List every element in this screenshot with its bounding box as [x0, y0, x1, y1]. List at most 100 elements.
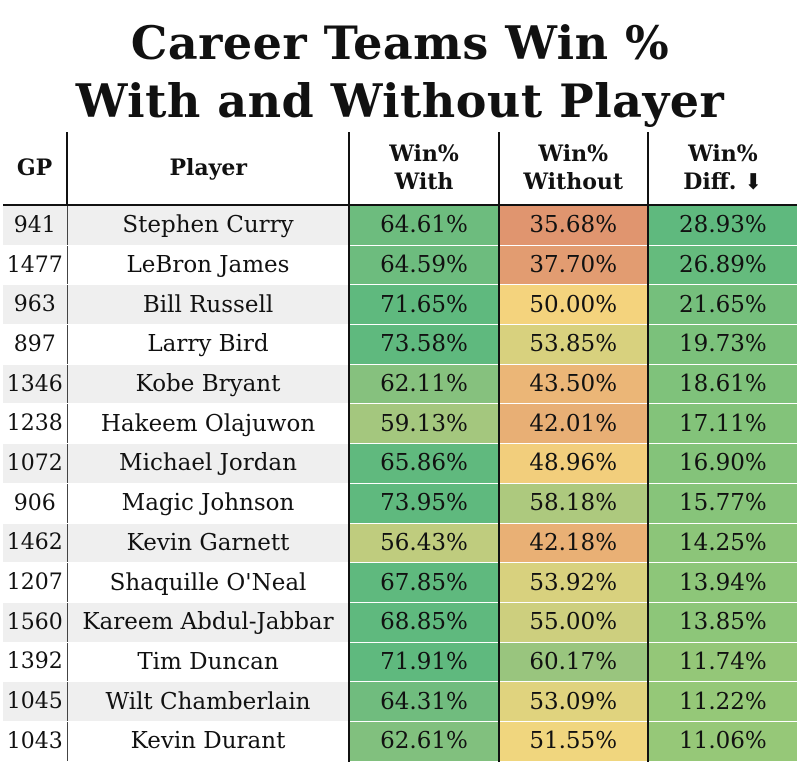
header-win-without: Win% Without — [498, 132, 649, 206]
win-without-cell: 53.92% — [498, 562, 649, 603]
title-line-2: With and Without Player — [75, 74, 725, 128]
win-with-cell: 71.65% — [349, 284, 500, 326]
win-with-cell: 65.86% — [349, 443, 500, 484]
header-win-with: Win% With — [349, 132, 500, 206]
win-with-cell: 59.13% — [349, 403, 500, 445]
win-without-cell: 58.18% — [498, 483, 649, 524]
win-diff-cell: 18.61% — [647, 364, 797, 405]
table-row: 1477 LeBron James 64.59% 37.70% 26.89% — [3, 245, 797, 286]
gp-cell: 1045 — [3, 681, 68, 722]
player-cell: Wilt Chamberlain — [67, 681, 351, 722]
header-player: Player — [67, 132, 351, 206]
win-without-cell: 51.55% — [498, 721, 649, 762]
win-diff-cell: 13.94% — [647, 562, 797, 603]
table-row: 1392 Tim Duncan 71.91% 60.17% 11.74% — [3, 642, 797, 683]
table-row: 1238 Hakeem Olajuwon 59.13% 42.01% 17.11% — [3, 403, 797, 445]
table-row: 897 Larry Bird 73.58% 53.85% 19.73% — [3, 324, 797, 365]
win-with-cell: 64.59% — [349, 245, 500, 286]
header-win-with-line1: Win% — [389, 141, 459, 167]
win-diff-cell: 21.65% — [647, 284, 797, 326]
player-cell: Kevin Durant — [67, 721, 351, 762]
gp-cell: 1346 — [3, 364, 68, 405]
header-gp: GP — [3, 132, 69, 206]
gp-cell: 941 — [3, 205, 68, 246]
win-without-cell: 53.09% — [498, 681, 649, 722]
win-without-cell: 35.68% — [498, 205, 649, 246]
player-cell: Magic Johnson — [67, 483, 351, 524]
player-cell: Tim Duncan — [67, 642, 351, 683]
player-cell: Kevin Garnett — [67, 523, 351, 564]
table-row: 1072 Michael Jordan 65.86% 48.96% 16.90% — [3, 443, 797, 484]
win-without-cell: 42.01% — [498, 403, 649, 445]
win-diff-cell: 15.77% — [647, 483, 797, 524]
win-with-cell: 68.85% — [349, 602, 500, 643]
win-with-cell: 64.61% — [349, 205, 500, 246]
player-cell: Hakeem Olajuwon — [67, 403, 351, 445]
player-cell: Michael Jordan — [67, 443, 351, 484]
gp-cell: 1207 — [3, 562, 68, 603]
win-diff-cell: 17.11% — [647, 403, 797, 445]
table-row: 1462 Kevin Garnett 56.43% 42.18% 14.25% — [3, 523, 797, 564]
win-with-cell: 67.85% — [349, 562, 500, 603]
win-without-cell: 55.00% — [498, 602, 649, 643]
win-without-cell: 50.00% — [498, 284, 649, 326]
win-without-cell: 53.85% — [498, 324, 649, 365]
win-with-cell: 62.11% — [349, 364, 500, 405]
chart-title: Career Teams Win % With and Without Play… — [0, 0, 800, 132]
win-diff-cell: 14.25% — [647, 523, 797, 564]
header-row: GP Player Win% With Win% Without Win% Di… — [3, 132, 797, 206]
win-with-cell: 71.91% — [349, 642, 500, 683]
gp-cell: 1477 — [3, 245, 68, 286]
table-row: 906 Magic Johnson 73.95% 58.18% 15.77% — [3, 483, 797, 524]
player-cell: LeBron James — [67, 245, 351, 286]
table-row: 963 Bill Russell 71.65% 50.00% 21.65% — [3, 284, 797, 326]
gp-cell: 1560 — [3, 602, 68, 643]
table-row: 1560 Kareem Abdul-Jabbar 68.85% 55.00% 13.85… — [3, 602, 797, 643]
player-cell: Stephen Curry — [67, 205, 351, 246]
header-win-without-line2: Without — [523, 169, 624, 195]
header-win-diff-line1: Win% — [688, 141, 758, 167]
win-diff-cell: 13.85% — [647, 602, 797, 643]
gp-cell: 1043 — [3, 721, 68, 762]
win-with-cell: 62.61% — [349, 721, 500, 762]
win-without-cell: 37.70% — [498, 245, 649, 286]
gp-cell: 1072 — [3, 443, 68, 484]
win-diff-cell: 16.90% — [647, 443, 797, 484]
win-with-cell: 73.95% — [349, 483, 500, 524]
win-with-cell: 64.31% — [349, 681, 500, 722]
header-win-diff-line2: Diff. ⬇ — [683, 169, 763, 195]
gp-cell: 897 — [3, 324, 68, 365]
win-with-cell: 56.43% — [349, 523, 500, 564]
table-row: 1346 Kobe Bryant 62.11% 43.50% 18.61% — [3, 364, 797, 405]
win-without-cell: 60.17% — [498, 642, 649, 683]
gp-cell: 1238 — [3, 403, 68, 445]
win-without-cell: 43.50% — [498, 364, 649, 405]
player-cell: Shaquille O'Neal — [67, 562, 351, 603]
gp-cell: 963 — [3, 284, 68, 326]
gp-cell: 906 — [3, 483, 68, 524]
gp-cell: 1392 — [3, 642, 68, 683]
player-cell: Kareem Abdul-Jabbar — [67, 602, 351, 643]
win-without-cell: 48.96% — [498, 443, 649, 484]
win-diff-cell: 28.93% — [647, 205, 797, 246]
table-row: 1043 Kevin Durant 62.61% 51.55% 11.06% — [3, 721, 797, 762]
win-without-cell: 42.18% — [498, 523, 649, 564]
title-line-1: Career Teams Win % — [130, 16, 670, 70]
table-row: 1045 Wilt Chamberlain 64.31% 53.09% 11.22% — [3, 681, 797, 722]
win-with-cell: 73.58% — [349, 324, 500, 365]
win-diff-cell: 26.89% — [647, 245, 797, 286]
header-win-diff: Win% Diff. ⬇ — [647, 132, 797, 206]
win-diff-cell: 11.22% — [647, 681, 797, 722]
player-cell: Larry Bird — [67, 324, 351, 365]
win-diff-cell: 19.73% — [647, 324, 797, 365]
table-row: 941 Stephen Curry 64.61% 35.68% 28.93% — [3, 205, 797, 246]
win-diff-cell: 11.74% — [647, 642, 797, 683]
table-row: 1207 Shaquille O'Neal 67.85% 53.92% 13.94% — [3, 562, 797, 603]
win-diff-cell: 11.06% — [647, 721, 797, 762]
header-win-without-line1: Win% — [538, 141, 608, 167]
win-pct-table: GP Player Win% With Win% Without Win% Di… — [3, 132, 797, 762]
gp-cell: 1462 — [3, 523, 68, 564]
header-win-with-line2: With — [394, 169, 454, 195]
player-cell: Kobe Bryant — [67, 364, 351, 405]
player-cell: Bill Russell — [67, 284, 351, 326]
